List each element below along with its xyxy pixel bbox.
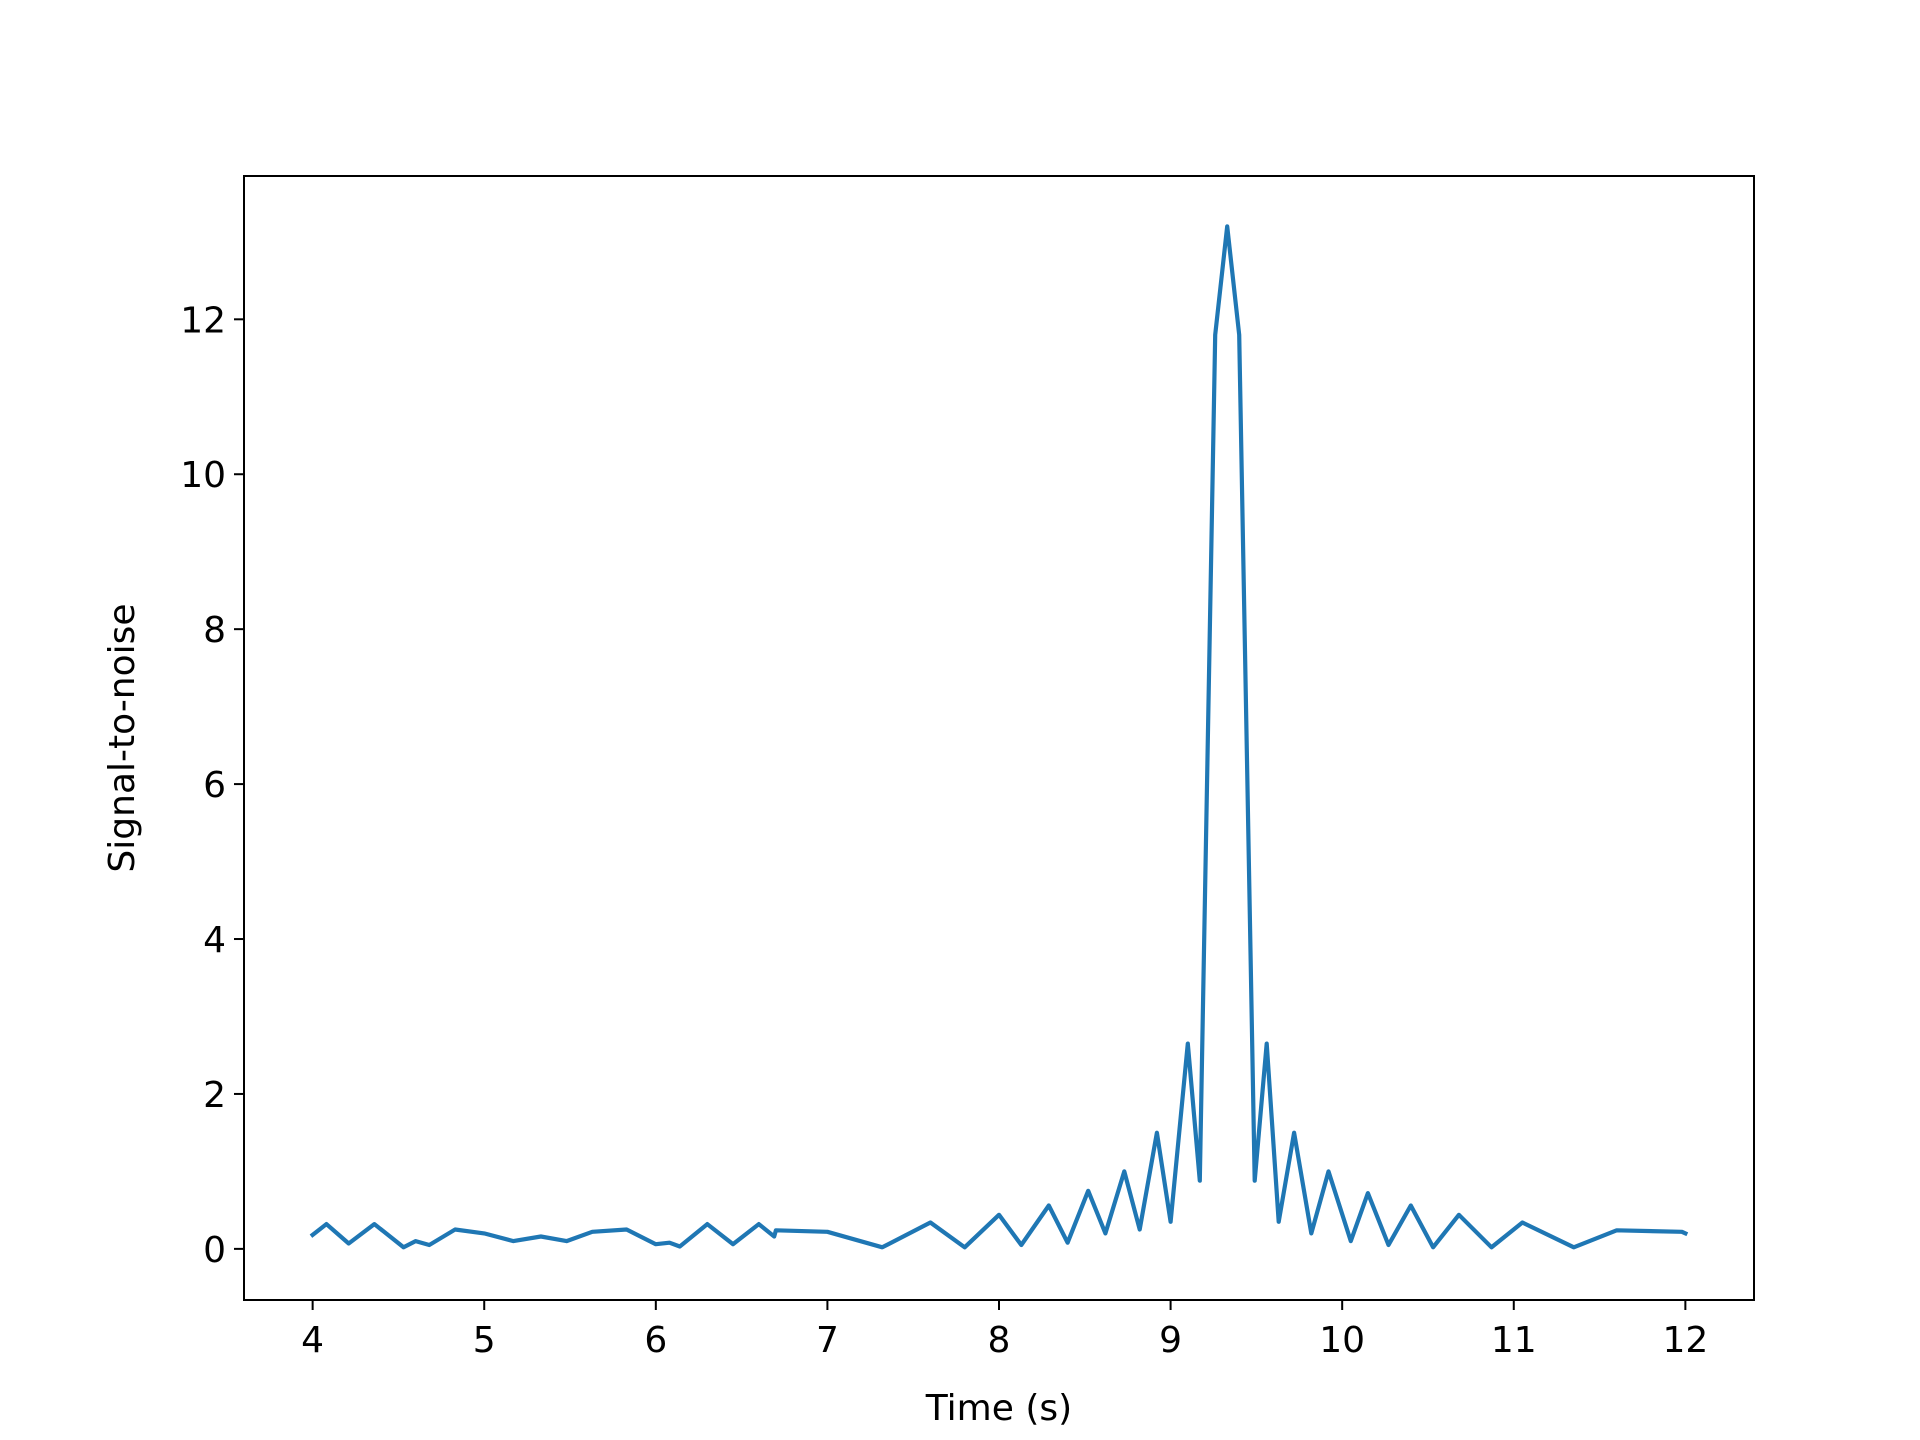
y-tick-label: 4 xyxy=(203,920,226,961)
y-tick-label: 6 xyxy=(203,765,226,806)
x-axis-ticks: 4 5 6 7 8 9 10 11 12 xyxy=(301,1300,1708,1361)
y-tick-label: 0 xyxy=(203,1230,226,1271)
x-tick-label: 8 xyxy=(988,1320,1011,1361)
y-tick-label: 2 xyxy=(203,1075,226,1116)
x-tick-label: 5 xyxy=(473,1320,496,1361)
x-axis-label: Time (s) xyxy=(925,1388,1072,1429)
y-axis-ticks: 0 2 4 6 8 10 12 xyxy=(180,300,244,1271)
x-tick-label: 11 xyxy=(1491,1320,1537,1361)
y-tick-label: 8 xyxy=(203,610,226,651)
x-tick-label: 7 xyxy=(816,1320,839,1361)
plot-area xyxy=(243,175,1755,1301)
x-tick-label: 6 xyxy=(644,1320,667,1361)
y-tick-label: 10 xyxy=(180,455,226,496)
y-axis-label: Signal-to-noise xyxy=(102,603,143,872)
x-tick-label: 4 xyxy=(301,1320,324,1361)
x-tick-label: 12 xyxy=(1662,1320,1708,1361)
series-line xyxy=(309,224,1689,1250)
axes-frame xyxy=(243,175,1755,1301)
x-tick-label: 9 xyxy=(1159,1320,1182,1361)
y-tick-label: 12 xyxy=(180,300,226,341)
x-tick-label: 10 xyxy=(1319,1320,1365,1361)
